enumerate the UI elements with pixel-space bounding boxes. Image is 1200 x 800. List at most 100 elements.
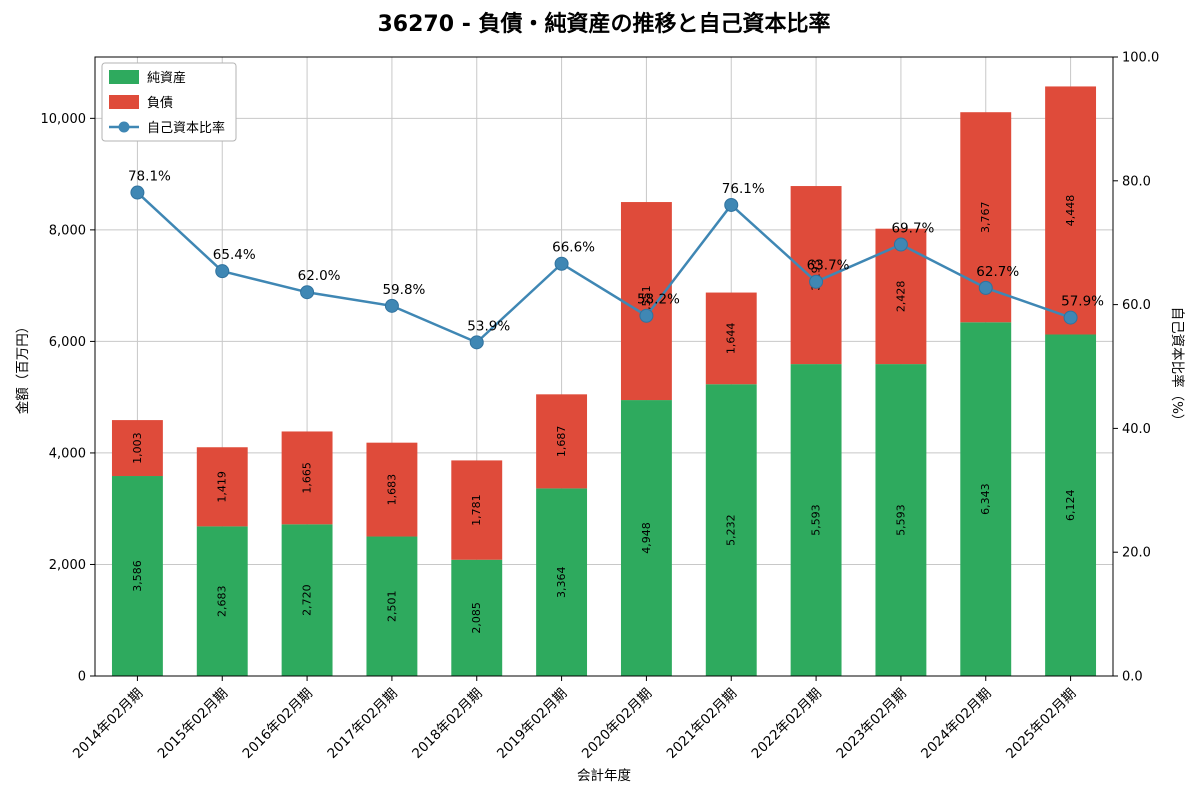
equity-bar-segment	[790, 364, 842, 676]
x-tick-label: 2016年02月期	[240, 686, 316, 762]
equity-value-label: 2,683	[216, 585, 229, 617]
liability-bar-segment	[111, 420, 163, 477]
left-axis-title: 金額（百万円）	[15, 320, 31, 415]
left-tick-label: 2,000	[49, 558, 86, 573]
ratio-marker	[469, 335, 484, 350]
right-tick-label: 20.0	[1122, 546, 1151, 561]
ratio-value-label: 57.9%	[1061, 294, 1104, 310]
equity-value-label: 3,364	[555, 566, 568, 598]
legend-swatch	[109, 70, 139, 84]
plot-border	[94, 56, 1114, 677]
ratio-marker	[1063, 310, 1078, 325]
equity-bar-segment	[875, 364, 927, 676]
ratio-value-label: 63.7%	[807, 258, 850, 274]
x-tick-label: 2017年02月期	[324, 686, 400, 762]
right-tick-label: 100.0	[1122, 51, 1159, 66]
left-tick-label: 8,000	[49, 223, 86, 238]
equity-value-label: 3,586	[131, 560, 144, 592]
legend-swatch	[109, 95, 139, 109]
bar-value-labels: 3,586 1,003 2,683 1,419 2,720 1,665 2,501 1,683…	[131, 195, 1077, 634]
legend-label: 自己資本比率	[147, 120, 225, 136]
liability-value-label: 2,428	[894, 281, 907, 313]
right-axis-title: 自己資本比率（%）	[1169, 307, 1186, 428]
ratio-labels: 78.1% 65.4% 62.0% 59.8% 53.9% 66.6% 58.2% 76.1%…	[128, 169, 1104, 335]
ratio-value-label: 65.4%	[213, 247, 256, 263]
liability-bar-segment	[366, 442, 418, 537]
right-tick-label: 40.0	[1122, 422, 1151, 437]
ratio-line	[136, 191, 1071, 344]
ratio-value-label: 53.9%	[467, 318, 510, 334]
left-tick-label: 10,000	[41, 112, 87, 127]
equity-value-label: 5,593	[894, 504, 907, 536]
equity-value-label: 5,593	[810, 504, 823, 536]
liability-value-label: 3,551	[640, 285, 653, 317]
ratio-marker	[384, 298, 399, 313]
ratio-markers	[130, 185, 1078, 350]
liability-bar-segment	[196, 447, 248, 527]
x-tick-label: 2018年02月期	[409, 686, 485, 762]
liability-value-label: 1,781	[470, 494, 483, 526]
equity-value-label: 5,232	[725, 514, 738, 546]
equity-bar-segment	[1045, 334, 1097, 676]
ratio-marker	[554, 256, 569, 271]
ratio-marker	[724, 197, 739, 212]
ratio-marker	[809, 274, 824, 289]
liability-bar-segment	[620, 202, 672, 401]
liability-value-label: 1,644	[725, 323, 738, 355]
x-tick-label: 2014年02月期	[70, 686, 146, 762]
ratio-marker	[130, 185, 145, 200]
ratio-value-label: 66.6%	[552, 240, 595, 256]
right-tick-label: 60.0	[1122, 298, 1151, 313]
right-tick-label: 80.0	[1122, 174, 1151, 189]
equity-bar-segment	[536, 488, 588, 676]
ratio-marker	[893, 237, 908, 252]
x-tick-label: 2020年02月期	[579, 686, 655, 762]
liability-bar-segment	[281, 431, 333, 525]
ratio-value-label: 69.7%	[891, 221, 934, 237]
liability-bar-segment	[451, 460, 503, 560]
ratio-value-label: 59.8%	[382, 282, 425, 298]
ratio-value-label: 62.0%	[298, 268, 341, 284]
x-tick-label: 2021年02月期	[664, 686, 740, 762]
ratio-marker	[300, 285, 315, 300]
x-tick-label: 2023年02月期	[833, 686, 909, 762]
liability-bar-segment	[1045, 86, 1097, 335]
chart-title: 36270 - 負債・純資産の推移と自己資本比率	[378, 11, 831, 37]
ratio-value-label: 78.1%	[128, 169, 171, 185]
equity-bar-segment	[281, 524, 333, 676]
liability-value-label: 1,665	[301, 462, 314, 494]
liability-value-label: 1,687	[555, 426, 568, 458]
liability-value-label: 1,003	[131, 432, 144, 464]
equity-bar-segment	[366, 536, 418, 676]
bars	[111, 86, 1097, 676]
x-tick-label: 2022年02月期	[749, 686, 825, 762]
ratio-marker	[639, 308, 654, 323]
liability-bar-segment	[705, 292, 757, 385]
legend-label: 負債	[147, 96, 173, 111]
liability-value-label: 3,767	[979, 201, 992, 233]
legend-marker-sample	[118, 121, 130, 133]
ratio-value-label: 76.1%	[722, 181, 765, 197]
right-tick-label: 0.0	[1122, 670, 1143, 685]
liability-value-label: 4,448	[1064, 195, 1077, 227]
equity-bar-segment	[111, 476, 163, 676]
liability-value-label: 1,419	[216, 471, 229, 503]
ratio-marker	[978, 280, 993, 295]
ratio-marker	[215, 264, 230, 279]
equity-value-label: 6,124	[1064, 489, 1077, 521]
equity-value-label: 2,085	[470, 602, 483, 634]
x-tick-label: 2025年02月期	[1003, 686, 1079, 762]
equity-value-label: 4,948	[640, 522, 653, 554]
equity-value-label: 2,501	[385, 591, 398, 623]
equity-value-label: 2,720	[301, 584, 314, 616]
equity-bar-segment	[960, 322, 1012, 676]
x-axis-title: 会計年度	[577, 768, 631, 784]
equity-value-label: 6,343	[979, 483, 992, 515]
equity-bar-segment	[196, 526, 248, 676]
x-tick-label: 2015年02月期	[155, 686, 231, 762]
x-tick-label: 2024年02月期	[918, 686, 994, 762]
legend-label: 純資産	[147, 70, 186, 86]
